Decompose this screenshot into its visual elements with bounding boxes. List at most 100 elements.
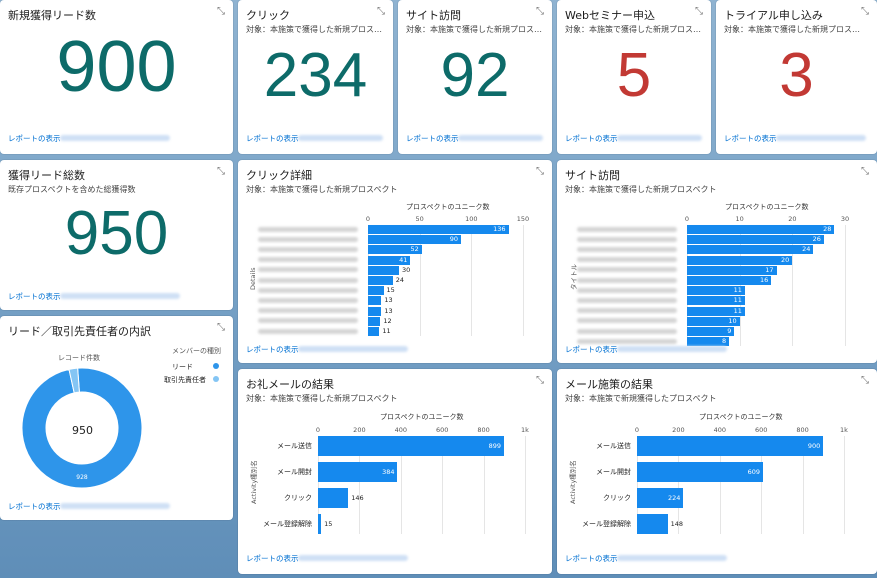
x-axis-title: プロスペクトのユニーク数 [380,413,464,421]
site-detail-category-label-blurred [577,246,677,252]
blurred-text [298,555,408,561]
report-link[interactable]: レポートの表示 [565,134,618,143]
report-link[interactable]: レポートの表示 [8,134,61,143]
click-detail-category-label-blurred [258,277,358,283]
card-title: サイト訪問 [406,9,461,22]
report-link[interactable]: レポートの表示 [246,345,299,354]
mail-campaign-category-label: メール開封 [596,468,631,476]
click-detail-bar [368,276,393,285]
thanks-mail-bar [318,462,398,482]
click-detail-category-label-blurred [258,308,358,314]
expand-icon[interactable]: ⤡ [861,6,869,17]
thanks-mail-tick-label: 800 [477,426,490,434]
donut-slice-label: 928 [76,474,88,481]
click-detail-tick-label: 100 [465,215,478,223]
blurred-text [617,346,727,352]
site-detail-bar [687,265,777,275]
site-detail-data-label: 11 [733,286,742,295]
site-detail-bar [687,225,835,234]
expand-icon[interactable]: ⤡ [536,6,544,17]
thanks-mail-category-label: クリック [284,494,312,502]
mail-campaign-bar [637,514,668,534]
expand-icon[interactable]: ⤡ [695,6,703,17]
site-detail-category-label-blurred [577,236,677,242]
card-subtitle: 対象：本施策で獲得した新規プロス… [406,25,542,34]
card-subtitle: 対象：本施策で獲得した新規プロスペクト [565,185,717,194]
blurred-text [60,503,170,509]
thanks-mail-data-label: 899 [488,441,502,450]
kpi-value: 5 [616,41,652,110]
site-detail-data-label: 11 [733,306,742,315]
expand-icon[interactable]: ⤡ [217,6,225,17]
expand-icon[interactable]: ⤡ [217,166,225,177]
thanks-mail-tick-label: 200 [353,426,366,434]
mail-campaign-data-label: 609 [747,467,761,476]
card-title: サイト訪問 [565,169,620,182]
expand-icon[interactable]: ⤡ [536,375,544,386]
card-title: クリック [246,9,290,22]
thanks-mail-gridline [318,436,319,534]
mail-campaign-tick-label: 800 [796,426,809,434]
site-detail-gridline [687,225,688,347]
click-detail-gridline [523,225,524,336]
kpi-value: 234 [263,41,368,110]
site-detail-plot: 0 10 20 30 28 26 24 20 17 16 11 11 11 10 9 8 [557,160,877,363]
mail-campaign-gridline [678,436,680,534]
thanks-mail-card: お礼メールの結果 対象：本施策で獲得した新規プロスペクト ⤡ プロスペクトのユニ… [238,369,552,574]
site-detail-category-label-blurred [577,297,677,303]
legend-title: メンバーの種別 [172,347,221,355]
click-detail-bar [368,306,382,316]
thanks-mail-data-label: 15 [324,519,333,528]
expand-icon[interactable]: ⤡ [536,166,544,177]
site-detail-bar [687,255,793,265]
site-detail-category-label-blurred [577,308,677,314]
site-detail-gridline [792,225,794,347]
thanks-mail-tick-label: 400 [394,426,408,434]
expand-icon[interactable]: ⤡ [217,322,225,333]
legend-item-lead: リード [172,363,193,371]
kpi-value: 950 [64,199,169,268]
thanks-mail-bar [318,488,349,508]
site-detail-data-label: 16 [759,276,769,284]
mail-campaign-bar [637,488,684,508]
blurred-text [458,135,543,141]
mail-campaign-category-label: クリック [603,494,631,502]
mail-campaign-gridline [761,436,763,534]
report-link[interactable]: レポートの表示 [724,134,777,143]
site-detail-bar [687,316,740,326]
report-link[interactable]: レポートの表示 [8,292,61,301]
report-link[interactable]: レポートの表示 [565,554,618,563]
expand-icon[interactable]: ⤡ [377,6,385,17]
donut-subtitle: レコード件数 [58,354,100,362]
click-detail-bar [368,327,380,336]
thanks-mail-plot: 0 200 400 600 800 1k 899 メール送信 384 メール開封 146 クリック 15… [238,369,552,574]
expand-icon[interactable]: ⤡ [861,375,869,386]
report-link[interactable]: レポートの表示 [8,502,61,511]
click-detail-tick-label: 150 [516,215,530,223]
blurred-text [60,135,170,141]
report-link[interactable]: レポートの表示 [246,554,299,563]
report-link[interactable]: レポートの表示 [565,345,618,354]
thanks-mail-gridline [400,436,402,534]
expand-icon[interactable]: ⤡ [861,166,869,177]
report-link[interactable]: レポートの表示 [246,134,299,143]
click-detail-data-label: 13 [384,306,393,315]
mail-campaign-category-label: メール送信 [596,442,631,450]
site-detail-data-label: 20 [781,255,790,264]
mail-campaign-gridline [844,436,845,534]
blurred-text [617,555,727,561]
report-link[interactable]: レポートの表示 [406,134,459,143]
site-detail-data-label: 24 [802,245,811,254]
site-detail-bar [687,337,730,347]
click-detail-data-label: 52 [410,245,419,254]
kpi-value: 900 [56,27,177,107]
x-axis-title: プロスペクトのユニーク数 [406,203,490,211]
site-detail-category-label-blurred [577,328,677,334]
site-detail-gridline [845,225,846,347]
kpi-card-click: クリック 対象：本施策で獲得した新規プロス… ⤡ 234 レポートの表示 [238,0,393,154]
site-detail-category-label-blurred [577,257,677,263]
click-detail-bar [368,225,509,234]
site-detail-data-label: 9 [727,327,732,335]
click-detail-category-label-blurred [258,257,358,263]
mail-campaign-tick-label: 0 [634,426,640,434]
